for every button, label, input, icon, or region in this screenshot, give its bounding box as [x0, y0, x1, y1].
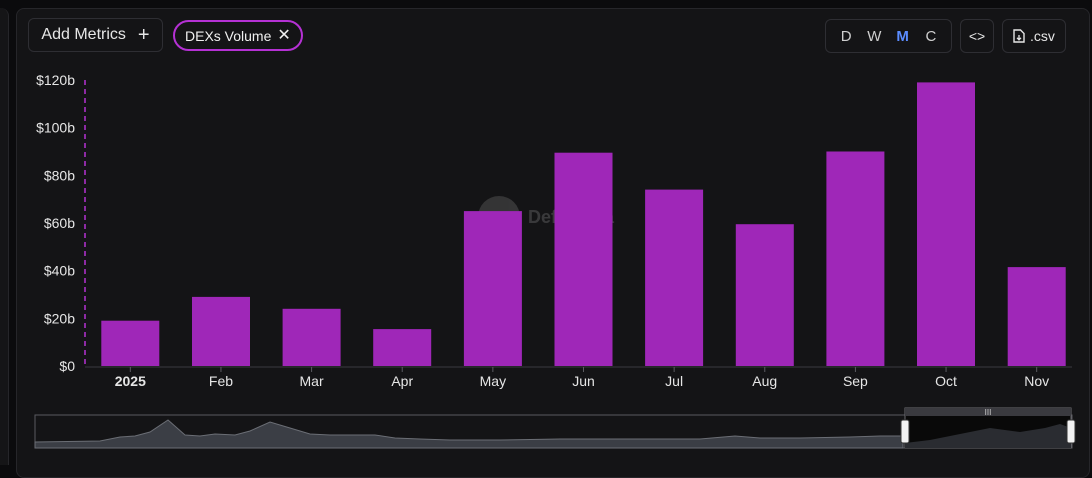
y-tick-label: $120b: [36, 72, 75, 88]
period-monthly-button[interactable]: M: [896, 27, 909, 45]
code-icon: <>: [968, 28, 986, 44]
x-tick-label: Jun: [572, 373, 595, 389]
bar-nov[interactable]: [1007, 267, 1066, 366]
y-tick-label: $40b: [44, 263, 75, 279]
add-metrics-button[interactable]: Add Metrics +: [28, 18, 163, 52]
close-icon[interactable]: ✕: [277, 26, 291, 44]
y-tick-label: $60b: [44, 215, 75, 231]
chart-card: Add Metrics + DEXs Volume ✕ D W M C <> .…: [16, 8, 1090, 478]
csv-label: .csv: [1030, 28, 1055, 44]
metric-chip-dexs-volume[interactable]: DEXs Volume ✕: [173, 20, 303, 51]
bar-jul[interactable]: [645, 189, 704, 366]
period-weekly-button[interactable]: W: [867, 27, 882, 45]
bar-oct[interactable]: [917, 82, 975, 367]
y-tick-label: $0: [59, 358, 75, 374]
metric-chip-label: DEXs Volume: [185, 27, 272, 44]
x-tick-label: Sep: [843, 373, 868, 389]
y-tick-label: $100b: [36, 120, 75, 136]
x-tick-label: Nov: [1024, 373, 1049, 389]
bar-feb[interactable]: [192, 296, 250, 366]
range-selection-top-bar[interactable]: [905, 408, 1071, 416]
range-handle-right[interactable]: [1066, 419, 1076, 444]
x-tick-label: 2025: [115, 373, 146, 389]
overview-area: [34, 419, 904, 449]
bar-apr[interactable]: [373, 329, 432, 366]
x-tick-label: Apr: [391, 373, 413, 389]
bar-may[interactable]: [463, 211, 522, 366]
bar-2025[interactable]: [101, 320, 160, 366]
period-cumulative-button[interactable]: C: [925, 27, 937, 45]
bar-mar[interactable]: [282, 308, 341, 366]
x-tick-label: Oct: [935, 373, 957, 389]
download-file-icon: [1013, 29, 1025, 43]
drag-grip-icon[interactable]: III: [985, 408, 992, 417]
x-tick-label: Jul: [665, 373, 683, 389]
download-csv-button[interactable]: .csv: [1002, 19, 1066, 53]
embed-code-button[interactable]: <>: [960, 19, 994, 53]
add-metrics-label: Add Metrics: [41, 26, 126, 43]
range-handle-left[interactable]: [900, 419, 910, 444]
bar-aug[interactable]: [735, 224, 794, 366]
x-tick-label: Mar: [300, 373, 324, 389]
period-selector: D W M C: [825, 19, 952, 53]
x-tick-label: Feb: [209, 373, 233, 389]
x-tick-label: Aug: [752, 373, 777, 389]
bar-sep[interactable]: [826, 151, 885, 367]
x-tick-label: May: [480, 373, 506, 389]
period-daily-button[interactable]: D: [840, 27, 852, 45]
bar-jun[interactable]: [554, 152, 613, 366]
side-panel-edge: [0, 8, 9, 465]
bar-chart: $0 $20b $40b $60b $80b $100b $120b 2025 Feb Mar A…: [34, 72, 1076, 449]
range-slider[interactable]: III: [34, 407, 1076, 449]
plus-icon: +: [137, 24, 150, 46]
overview-area-selected: [905, 424, 1071, 448]
y-tick-label: $20b: [44, 310, 75, 326]
y-tick-label: $80b: [44, 167, 75, 183]
